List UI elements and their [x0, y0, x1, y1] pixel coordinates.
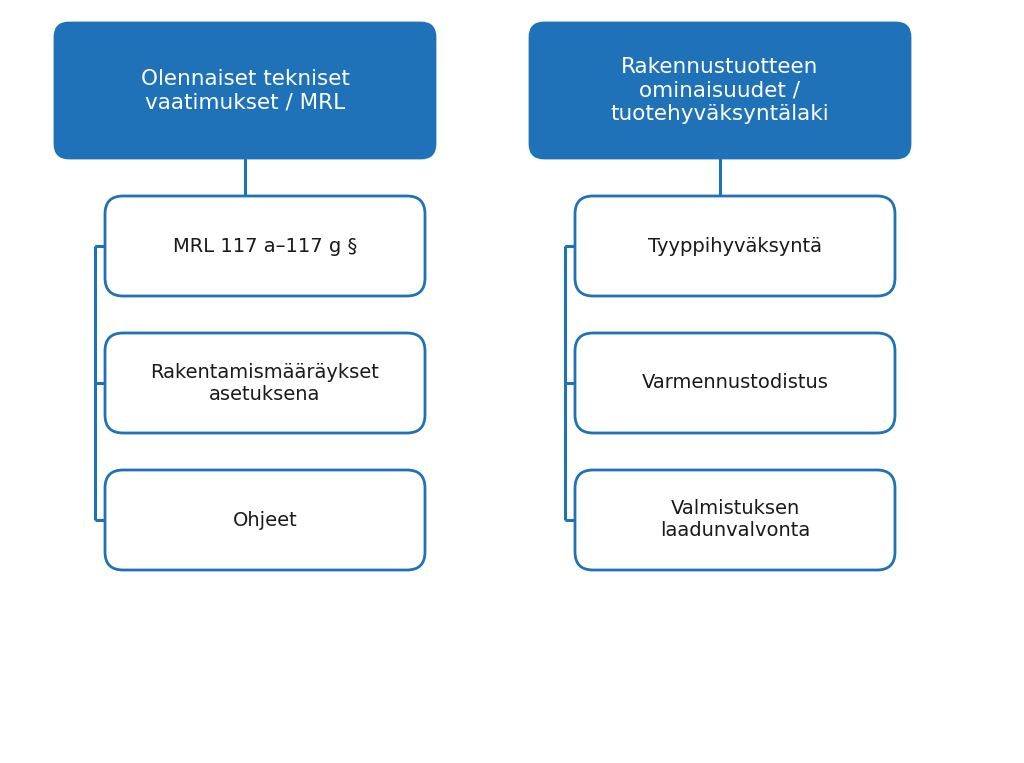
FancyBboxPatch shape [575, 196, 895, 296]
FancyBboxPatch shape [105, 333, 425, 433]
FancyBboxPatch shape [105, 196, 425, 296]
FancyBboxPatch shape [55, 23, 435, 158]
Text: Ohjeet: Ohjeet [232, 510, 297, 530]
Text: Rakentamismääräykset
asetuksena: Rakentamismääräykset asetuksena [151, 362, 380, 404]
Text: Varmennustodistus: Varmennustodistus [642, 374, 828, 392]
FancyBboxPatch shape [105, 470, 425, 570]
FancyBboxPatch shape [530, 23, 910, 158]
Text: Tyyppihyväksyntä: Tyyppihyväksyntä [648, 237, 822, 256]
FancyBboxPatch shape [575, 470, 895, 570]
Text: Rakennustuotteen
ominaisuudet /
tuotehyväksyntälaki: Rakennustuotteen ominaisuudet / tuotehyv… [610, 57, 829, 124]
FancyBboxPatch shape [575, 333, 895, 433]
Text: Valmistuksen
laadunvalvonta: Valmistuksen laadunvalvonta [659, 500, 810, 540]
Text: MRL 117 a–117 g §: MRL 117 a–117 g § [173, 237, 357, 256]
Text: Olennaiset tekniset
vaatimukset / MRL: Olennaiset tekniset vaatimukset / MRL [140, 69, 349, 112]
